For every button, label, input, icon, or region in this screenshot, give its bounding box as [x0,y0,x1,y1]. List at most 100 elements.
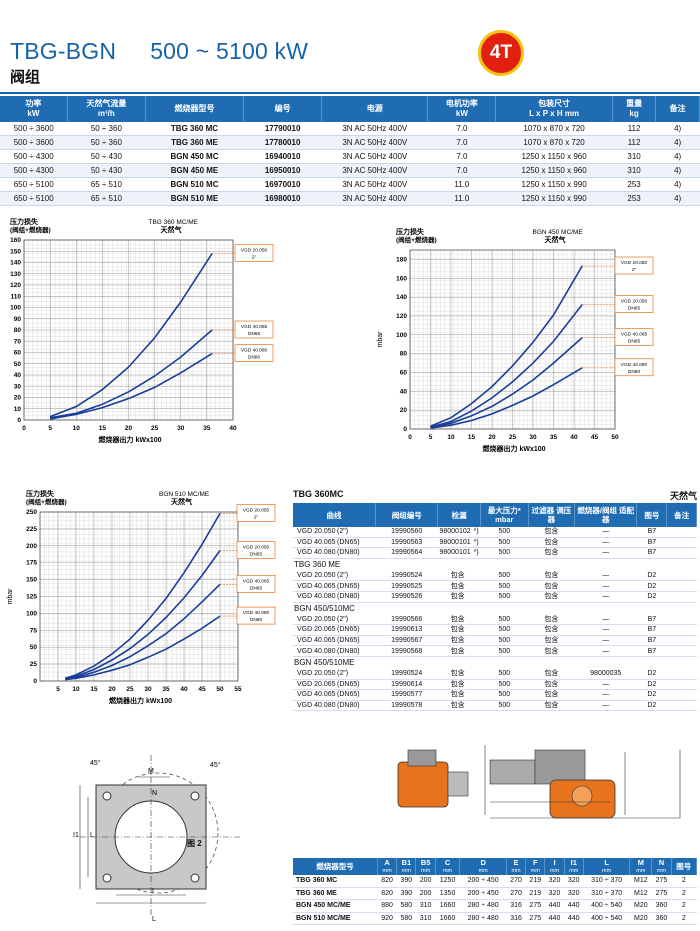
table-cell: 219 [525,875,545,888]
table-cell: 65 ÷ 510 [67,191,146,206]
series-label: VGD 40.080 [241,348,268,354]
y-tick-label: 150 [26,577,37,584]
leak-test-note: *) [473,549,479,557]
table-row: TBG 360 ME 820 390 200 1350 200 ÷ 450 270 219 32… [293,887,697,900]
table-cell: 112 [612,135,656,150]
table-cell: 275 [651,875,672,888]
column-header: 备注 [655,96,700,122]
table-cell: 3N AC 50Hz 400V [321,191,428,206]
table-group-row: BGN 450/510ME [293,656,697,669]
x-tick-label: 25 [126,686,134,693]
table-cell: 310 [612,163,656,178]
table-cell [666,570,697,582]
x-tick-label: 55 [234,686,242,693]
table-cell: 2 [671,887,697,900]
table-cell: — [574,527,637,538]
y-tick-label: 60 [14,350,22,357]
column-header-unit: kW [455,109,468,118]
column-header-label: D [480,857,486,867]
table-cell: 4) [655,149,700,164]
curve-cell: VGD 40.065(DN65) [293,689,376,701]
x-axis-label: 燃烧器出力 kWx100 [98,435,162,444]
series-label-size: 2" [252,255,257,261]
column-header: 检漏 [437,503,481,527]
y-tick-label: 80 [400,351,408,358]
column-header-label: 重量 [626,99,643,108]
column-header: 天然气流量 m³/h [67,96,146,122]
series-line [64,512,221,680]
column-header: 包装尺寸 L x P x H mm [495,96,613,122]
table-cell: 310 [612,149,656,164]
table-cell: 1250 x 1150 x 960 [495,163,613,178]
column-header-label: 电机功率 [445,99,478,108]
series-label: VGD 40.065 [243,578,270,584]
table-cell: 500 [480,624,529,636]
x-tick-label: 40 [180,686,188,693]
dim-letter-m: M [148,768,154,775]
valve-model: VGD 20.050 [297,670,336,678]
x-tick-label: 45 [198,686,206,693]
table-cell: 98000035 [574,668,637,680]
column-header: 曲线 [293,503,376,527]
table-cell [666,679,697,691]
y-tick-label: 160 [10,237,21,244]
valve-train-body [397,761,449,808]
table-cell [666,527,697,538]
column-header: 燃烧器型号 [145,96,245,122]
table-cell: M12 [629,887,652,900]
y-tick-label: 250 [26,509,37,516]
flange-drawing-svg: L I I1 L M N 45° 45° [73,755,240,923]
table-row: VGD 40.080(DN80) 19990526 包含 500 包含 — D2 [293,591,697,603]
column-header-unit: mm [401,867,411,874]
table-cell: 650 ÷ 5100 [0,191,68,206]
table-cell: 包含 [528,547,575,559]
column-header-label: I1 [570,857,577,867]
table-cell: 280 ÷ 480 [459,899,507,913]
table-cell: 4) [655,122,700,136]
valve-model: VGD 20.050 [297,572,336,580]
x-axis-label: 燃烧器出力 kWx100 [108,696,172,705]
table-row: VGD 40.065(DN65) 19990563 98000101 *) 500 包含 —… [293,537,697,549]
page-subtitle: 阀组 [10,69,41,86]
x-tick-label: 45 [591,434,599,441]
leak-test-value: 包含 [450,572,465,580]
table-group-row: BGN 450/510MC [293,602,697,615]
table-cell: 17780010 [243,135,322,150]
column-header-label: 天然气流量 [86,99,127,108]
leak-test-cell: 98000102 *) [437,527,481,538]
x-tick-label: 10 [72,686,80,693]
y-tick-label: 110 [11,293,22,300]
leak-test-value: 包含 [450,670,465,678]
y-axis-unit: mbar [7,588,14,605]
table-cell: BGN 510 MC/ME [293,912,378,925]
table-cell [666,547,697,559]
table-cell: 3N AC 50Hz 400V [321,122,428,136]
leak-test-cell: 包含 [437,668,481,680]
leak-test-value: 包含 [450,593,465,601]
curve-cell: VGD 20.050(2") [293,614,376,626]
table-cell [666,689,697,701]
table-row: 500 ÷ 4300 50 ÷ 430 BGN 450 ME 16950010 3N A… [0,163,700,178]
table-cell: 500 [480,580,529,592]
blast-tube [489,759,536,785]
table-cell: 320 [564,887,584,900]
table-cell: 500 [480,614,529,626]
table-cell: TBG 360 ME [293,887,378,900]
table-cell: 19990613 [375,624,438,636]
x-axis-label: 燃烧器出力 kWx100 [482,444,546,453]
table-cell [666,668,697,680]
leak-test-cell: 包含 [437,570,481,582]
table-cell: 275 [525,912,545,925]
column-header-unit: mm [549,867,560,874]
series-line [430,367,583,429]
table-cell: — [574,679,637,691]
valve-model: VGD 40.080 [297,593,336,601]
table-cell [666,635,697,647]
table-cell: 580 [396,899,416,913]
column-header-label: 电源 [366,104,383,113]
table-cell: — [574,580,637,592]
table-row: VGD 20.065(DN65) 19990614 包含 500 包含 — D2 [293,679,697,691]
